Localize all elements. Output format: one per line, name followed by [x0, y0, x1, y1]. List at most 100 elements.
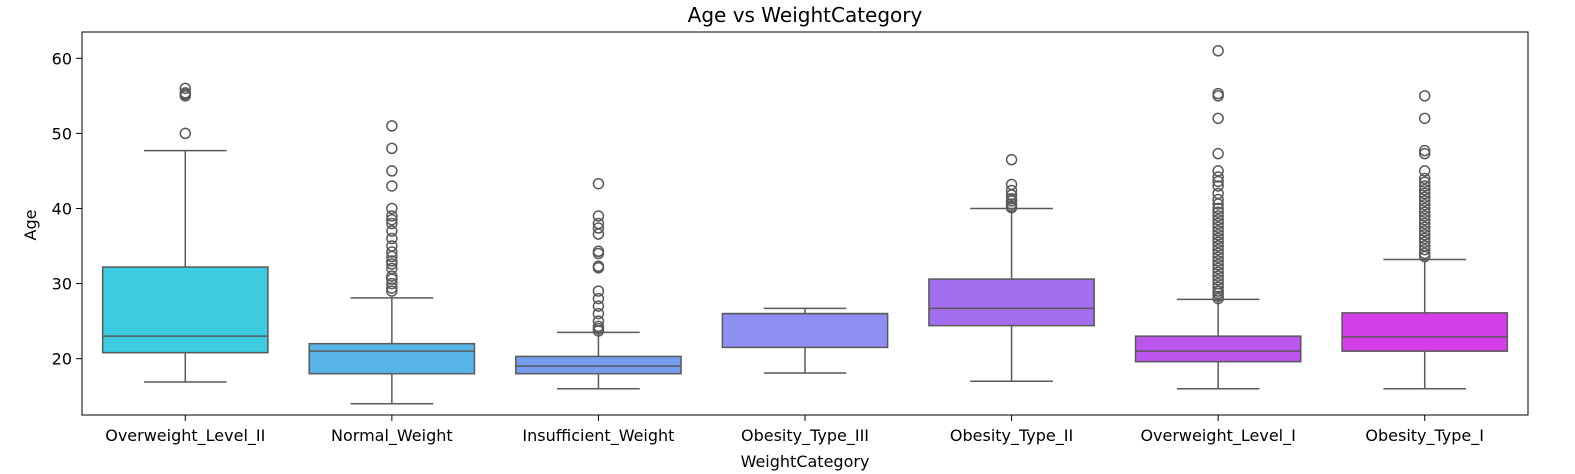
outlier-point [1212, 274, 1224, 286]
outlier-point [1418, 180, 1431, 192]
outlier-point [1418, 210, 1431, 222]
box-group: Overweight_Level_I [1134, 45, 1302, 446]
outlier-point [1418, 240, 1431, 252]
outlier-point [1212, 240, 1224, 252]
outlier-point [1212, 229, 1224, 241]
box-iqr [101, 266, 269, 354]
outlier-point [1005, 198, 1018, 210]
outlier-point [592, 292, 605, 305]
outlier-point [1418, 244, 1431, 256]
outlier-point [592, 285, 605, 297]
outlier-point [1212, 285, 1224, 297]
outlier-point [386, 210, 398, 222]
outlier-point [592, 260, 605, 273]
outlier-point [1418, 172, 1431, 185]
outlier-point [1005, 192, 1018, 205]
outlier-point [1212, 270, 1224, 282]
outlier-point [1212, 266, 1224, 279]
outlier-point [1418, 206, 1431, 218]
outlier-point [1212, 193, 1224, 206]
box-group: Obesity_Type_II [928, 153, 1095, 446]
outlier-point [1418, 198, 1431, 211]
outlier-point [386, 240, 398, 252]
outlier-point [1212, 232, 1224, 245]
outlier-point [386, 142, 398, 155]
outlier-point [592, 245, 605, 258]
outlier-point [1418, 144, 1431, 157]
outlier-point [1212, 90, 1224, 102]
outlier-point [592, 177, 605, 190]
box-group: Obesity_Type_III [721, 307, 889, 446]
outlier-point [386, 213, 398, 226]
outlier-point [386, 165, 398, 177]
x-axis-label: WeightCategory [741, 452, 870, 471]
outlier-point [1212, 165, 1224, 177]
x-tick-label: Normal_Weight [331, 426, 453, 446]
outlier-point [1418, 213, 1431, 226]
box-group: Insufficient_Weight [515, 177, 682, 446]
chart-title: Age vs WeightCategory [688, 3, 923, 27]
outlier-point [1212, 236, 1224, 249]
outlier-point [1212, 251, 1224, 264]
box-group: Obesity_Type_I [1341, 90, 1509, 446]
outlier-point [1212, 171, 1224, 183]
outlier-point [1212, 217, 1224, 230]
outlier-point [1212, 180, 1224, 192]
outlier-point [1212, 277, 1224, 290]
outlier-point [592, 222, 605, 234]
outlier-point [1212, 202, 1224, 215]
outlier-point [386, 217, 398, 230]
outlier-point [1418, 236, 1431, 249]
plot-area: 20 30 40 50 60 Overweight_Level_II Normal_Weig… [52, 31, 1529, 446]
outlier-point [386, 285, 398, 297]
outlier-point [1418, 229, 1431, 241]
outlier-point [1005, 178, 1018, 191]
outlier-point [1212, 244, 1224, 256]
outlier-point [179, 87, 192, 99]
outlier-point [1212, 210, 1224, 222]
outlier-point [1212, 281, 1224, 294]
outlier-point [1212, 225, 1224, 237]
outlier-point [592, 315, 605, 327]
box-group: Normal_Weight [308, 120, 476, 446]
outlier-point [1418, 147, 1431, 160]
outlier-point [1418, 232, 1431, 245]
x-tick-label: Insufficient_Weight [522, 426, 674, 446]
outlier-point [386, 255, 398, 267]
outlier-point [1418, 247, 1431, 260]
y-tick-label: 40 [52, 199, 72, 218]
box-iqr [515, 355, 682, 375]
outlier-point [386, 202, 398, 215]
outlier-point [179, 82, 192, 95]
x-tick-label: Overweight_Level_I [1140, 426, 1295, 446]
box-group: Overweight_Level_II [101, 82, 269, 446]
outlier-point [1212, 247, 1224, 260]
outlier-point [1418, 225, 1431, 237]
x-tick-label: Obesity_Type_I [1365, 426, 1484, 446]
box-iqr [308, 342, 476, 375]
outlier-point [592, 307, 605, 320]
outlier-point [386, 277, 398, 290]
box-iqr [1341, 312, 1509, 352]
outlier-point [1212, 255, 1224, 267]
outlier-point [1418, 202, 1431, 215]
outlier-point [179, 127, 192, 140]
outlier-point [1212, 187, 1224, 200]
outlier-point [386, 270, 398, 282]
outlier-point [1212, 259, 1224, 271]
outlier-point [1418, 217, 1431, 230]
box-iqr [721, 312, 889, 349]
outlier-point [1418, 90, 1431, 102]
outlier-point [386, 120, 398, 132]
outlier-point [1418, 195, 1431, 207]
outlier-point [592, 320, 605, 333]
outlier-point [1212, 112, 1224, 125]
x-tick-label: Obesity_Type_II [950, 426, 1073, 446]
outlier-point [592, 300, 605, 312]
outlier-point [1212, 262, 1224, 275]
y-tick-label: 50 [52, 124, 72, 143]
outlier-point [1418, 221, 1431, 234]
outlier-point [1418, 112, 1431, 125]
outlier-point [592, 210, 605, 222]
